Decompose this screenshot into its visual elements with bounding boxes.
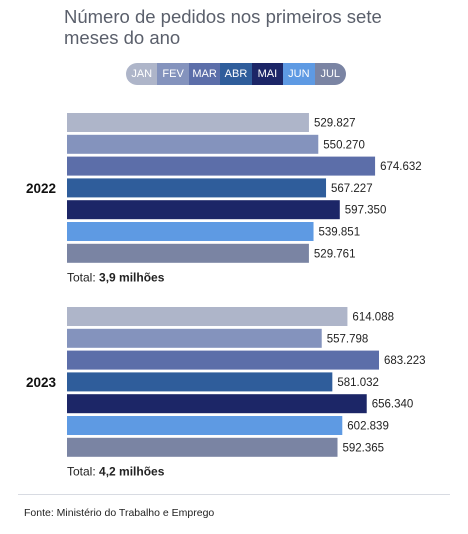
value-label-2022-fev: 550.270 (323, 139, 365, 151)
bar-2022-jun (67, 222, 314, 241)
value-label-2022-mar: 674.632 (380, 161, 422, 173)
divider (18, 494, 450, 495)
bar-2023-jan (67, 307, 348, 326)
legend-item-fev: FEV (157, 63, 189, 85)
bar-2022-jul (67, 243, 309, 263)
value-label-2023-abr: 581.032 (337, 377, 379, 389)
total-label-2023: Total: 4,2 milhões (67, 465, 165, 479)
bar-2023-abr (67, 372, 333, 392)
bar-2022-abr (67, 178, 327, 198)
year-label-2023: 2023 (26, 375, 57, 390)
chart-title: Número de pedidos nos primeiros sete mes… (64, 6, 382, 48)
value-label-2023-mai: 656.340 (372, 399, 414, 411)
bar-2023-mai (67, 394, 367, 414)
legend-item-jan: JAN (126, 63, 158, 85)
legend-item-jun: JUN (283, 63, 315, 85)
value-label-2023-fev: 557.798 (327, 333, 369, 345)
year-label-2022: 2022 (26, 181, 56, 196)
legend-item-jul: JUL (314, 63, 346, 85)
value-label-2023-mar: 683.223 (384, 355, 426, 367)
value-label-2022-mai: 597.350 (345, 205, 387, 217)
value-label-2023-jun: 602.839 (347, 421, 389, 433)
bar-2023-mar (67, 350, 379, 370)
value-label-2022-jun: 539.851 (319, 227, 361, 239)
bar-2022-mai (67, 200, 340, 220)
value-label-2023-jan: 614.088 (352, 312, 394, 324)
legend-item-abr: ABR (220, 63, 252, 85)
value-label-2023-jul: 592.365 (343, 442, 385, 454)
value-label-2022-abr: 567.227 (331, 183, 373, 195)
legend-item-mai: MAI (251, 63, 284, 85)
bar-2022-jan (67, 113, 309, 132)
bar-2023-fev (67, 328, 322, 348)
bar-2022-fev (67, 134, 319, 154)
source-note: Fonte: Ministério do Trabalho e Emprego (24, 507, 215, 519)
legend-item-mar: MAR (188, 63, 221, 85)
value-label-2022-jul: 529.761 (314, 248, 356, 260)
total-label-2022: Total: 3,9 milhões (67, 271, 165, 285)
bar-2022-mar (67, 156, 376, 176)
value-label-2022-jan: 529.827 (314, 118, 356, 130)
legend: JAN FEV MAR ABR MAI JUN JUL (126, 63, 346, 85)
bar-2023-jun (67, 416, 343, 435)
bar-2023-jul (67, 437, 338, 457)
